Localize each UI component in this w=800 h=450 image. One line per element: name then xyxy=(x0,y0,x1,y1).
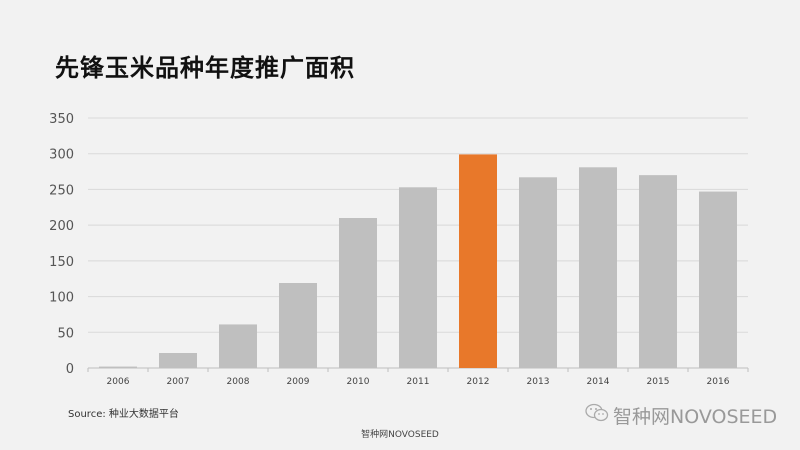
x-tick-label: 2011 xyxy=(407,377,430,387)
x-tick-label: 2009 xyxy=(287,377,310,387)
bar-2010 xyxy=(339,218,377,368)
chart-title: 先锋玉米品种年度推广面积 xyxy=(55,54,355,82)
bar-2013 xyxy=(519,177,557,368)
bar-2009 xyxy=(279,283,317,368)
watermark-text: 智种网NOVOSEED xyxy=(613,406,778,428)
y-tick-label: 350 xyxy=(49,112,74,127)
x-tick-label: 2016 xyxy=(707,377,730,387)
x-tick-label: 2008 xyxy=(227,377,250,387)
y-tick-label: 50 xyxy=(57,326,74,341)
bar-2011 xyxy=(399,187,437,368)
x-tick-label: 2012 xyxy=(467,377,490,387)
bar-2016 xyxy=(699,191,737,368)
x-tick-label: 2014 xyxy=(587,377,610,387)
bar-2007 xyxy=(159,353,197,368)
bar-2012 xyxy=(459,154,497,368)
x-tick-label: 2006 xyxy=(107,377,130,387)
y-tick-label: 0 xyxy=(66,362,74,377)
bar-2008 xyxy=(219,324,257,368)
y-tick-label: 150 xyxy=(49,255,74,270)
bar-2015 xyxy=(639,175,677,368)
source-note: Source: 种业大数据平台 xyxy=(68,409,179,420)
wechat-icon xyxy=(585,403,609,428)
y-tick-label: 100 xyxy=(49,291,74,306)
x-tick-label: 2015 xyxy=(647,377,670,387)
bar-2014 xyxy=(579,167,617,368)
center-mark: 智种网NOVOSEED xyxy=(361,430,439,440)
y-tick-label: 300 xyxy=(49,148,74,163)
bar-2006 xyxy=(99,366,137,368)
x-tick-label: 2007 xyxy=(167,377,190,387)
x-tick-label: 2010 xyxy=(347,377,370,387)
watermark: 智种网NOVOSEED xyxy=(585,402,777,429)
y-tick-label: 200 xyxy=(49,219,74,234)
x-tick-label: 2013 xyxy=(527,377,550,387)
y-tick-label: 250 xyxy=(49,183,74,198)
